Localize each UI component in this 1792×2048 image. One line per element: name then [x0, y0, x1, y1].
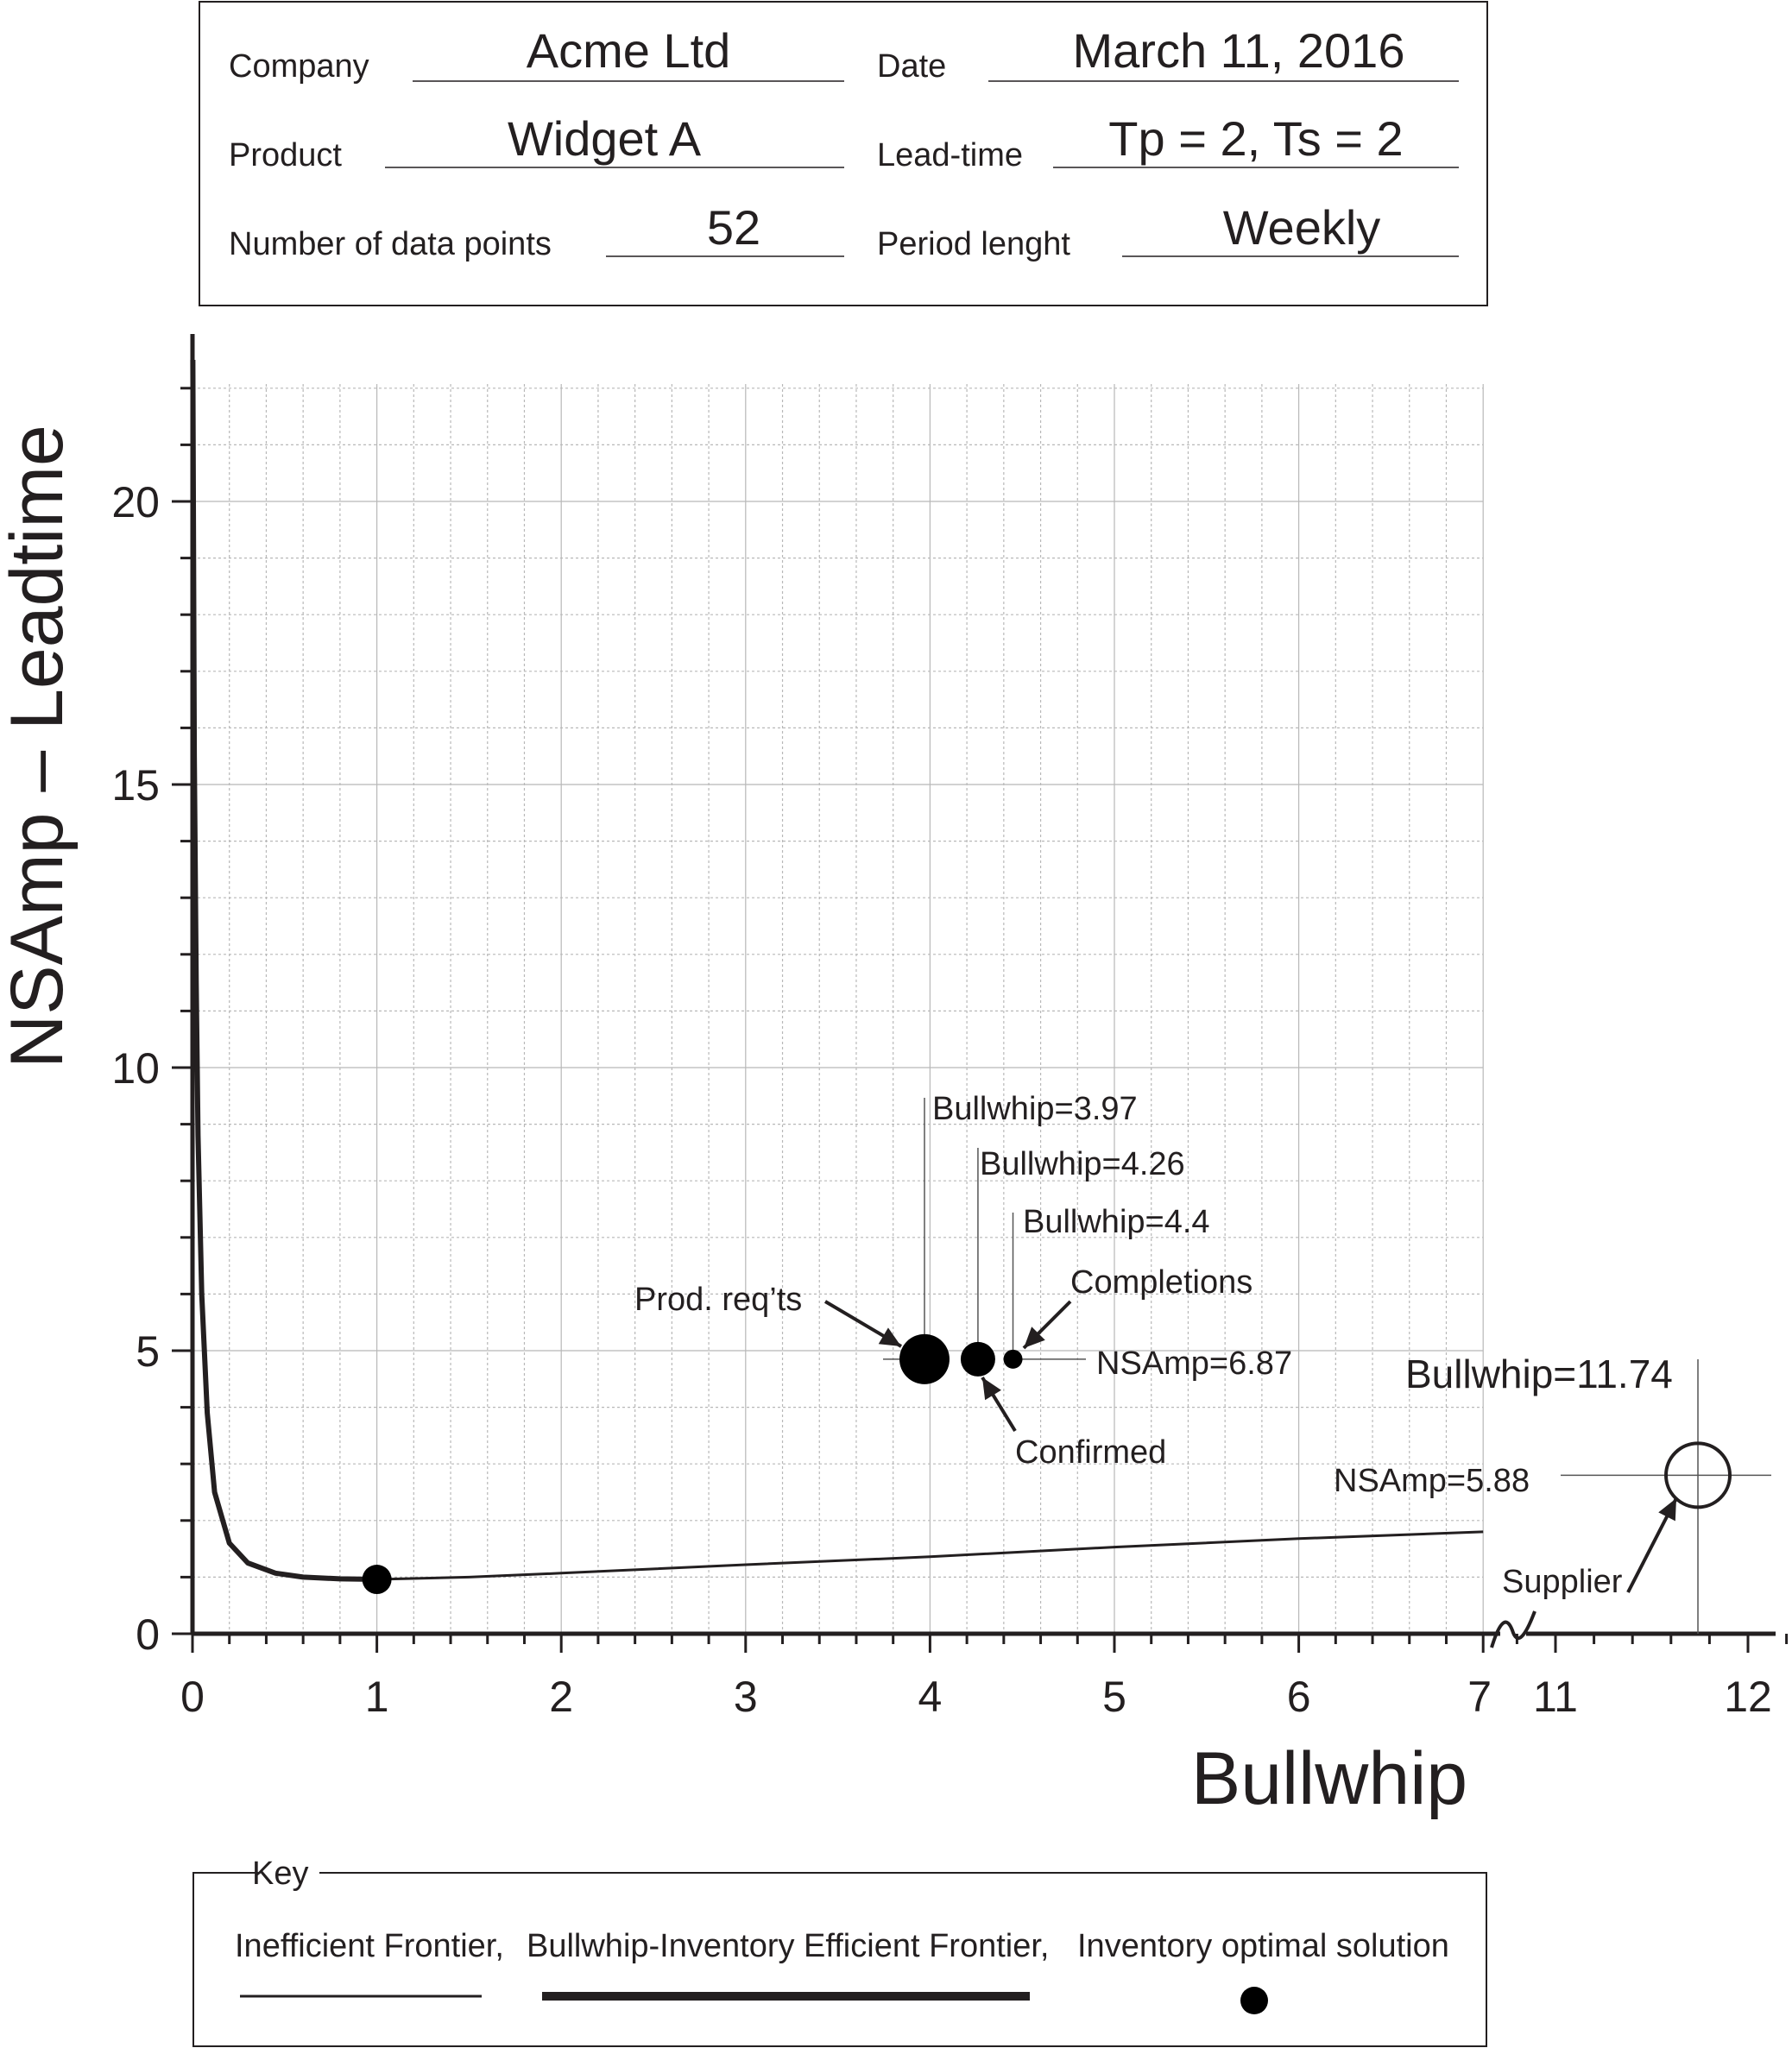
y-tick-label: 15 — [111, 761, 160, 810]
x-axis-break — [1490, 1610, 1536, 1648]
arrow-prod-reqts-head — [878, 1327, 901, 1346]
key-inefficient-label: Inefficient Frontier, — [235, 1928, 504, 1964]
grid — [192, 384, 1484, 1634]
bullwhip-label-supplier: Bullwhip=11.74 — [1405, 1352, 1673, 1396]
bullwhip-label-completions: Bullwhip=4.4 — [1023, 1204, 1210, 1240]
y-tick-label: 0 — [136, 1610, 160, 1659]
bullwhip-label-confirmed: Bullwhip=4.26 — [980, 1146, 1185, 1182]
label-prod-reqts: Prod. req’ts — [634, 1282, 802, 1318]
x-tick-label: 12 — [1724, 1673, 1772, 1721]
optimal-solution-point — [362, 1565, 392, 1595]
x-tick-label: 3 — [734, 1673, 758, 1721]
info-box: Company Acme Ltd Date March 11, 2016 Pro… — [199, 1, 1488, 306]
x-tick-label: 7 — [1467, 1673, 1492, 1721]
y-tick-label: 20 — [111, 478, 160, 526]
x-tick-label: 5 — [1102, 1673, 1126, 1721]
points-value: 52 — [707, 200, 760, 255]
key-optimal-label: Inventory optimal solution — [1077, 1928, 1449, 1964]
y-axis-title: NSAmp – Leadtime — [0, 425, 79, 1068]
x-tick-label: 2 — [549, 1673, 573, 1721]
x-axis-title: Bullwhip — [1191, 1737, 1467, 1820]
company-label: Company — [229, 48, 369, 85]
arrow-completions-head — [1024, 1326, 1045, 1348]
x-tick-label: 0 — [180, 1673, 205, 1721]
period-value: Weekly — [1223, 200, 1381, 255]
key-optimal-marker — [1240, 1987, 1268, 2014]
point-prod-reqts — [899, 1333, 950, 1384]
leadtime-label: Lead-time — [877, 137, 1023, 173]
key-efficient-label: Bullwhip-Inventory Efficient Frontier, — [527, 1928, 1049, 1964]
date-value: March 11, 2016 — [1073, 23, 1405, 78]
point-confirmed — [960, 1341, 995, 1377]
y-tick-label: 10 — [111, 1044, 160, 1093]
date-label: Date — [877, 48, 946, 85]
efficient-frontier-line — [190, 359, 377, 1582]
point-completions — [1003, 1349, 1023, 1369]
points-label: Number of data points — [229, 226, 552, 262]
period-label: Period lenght — [877, 226, 1070, 262]
label-supplier: Supplier — [1502, 1564, 1623, 1600]
inefficient-frontier-line — [376, 1530, 1484, 1581]
x-tick-label: 6 — [1287, 1673, 1311, 1721]
label-completions: Completions — [1070, 1264, 1253, 1301]
arrow-supplier-head — [1658, 1498, 1676, 1522]
bullwhip-label-prod-reqts: Bullwhip=3.97 — [932, 1091, 1138, 1127]
nsamp-label-supplier: NSAmp=5.88 — [1334, 1463, 1530, 1499]
point-supplier — [1664, 1441, 1732, 1509]
annotations: Bullwhip=3.97 Prod. req’ts Bullwhip=4.26 Co… — [634, 1091, 1771, 1634]
key-box: Key Inefficient Frontier, Bullwhip-Inven… — [192, 1856, 1487, 2047]
arrow-confirmed-head — [982, 1377, 1001, 1401]
nsamp-label-completions: NSAmp=6.87 — [1096, 1345, 1292, 1382]
leadtime-value: Tp = 2, Ts = 2 — [1108, 111, 1403, 166]
x-tick-label: 4 — [918, 1673, 942, 1721]
company-value: Acme Ltd — [527, 23, 731, 78]
product-value: Widget A — [508, 111, 702, 166]
label-confirmed: Confirmed — [1015, 1434, 1166, 1471]
key-title: Key — [252, 1856, 308, 1892]
x-tick-label: 11 — [1533, 1673, 1578, 1721]
y-tick-label: 5 — [136, 1327, 160, 1376]
x-tick-label: 1 — [365, 1673, 389, 1721]
series — [190, 359, 1484, 1595]
product-label: Product — [229, 137, 342, 173]
